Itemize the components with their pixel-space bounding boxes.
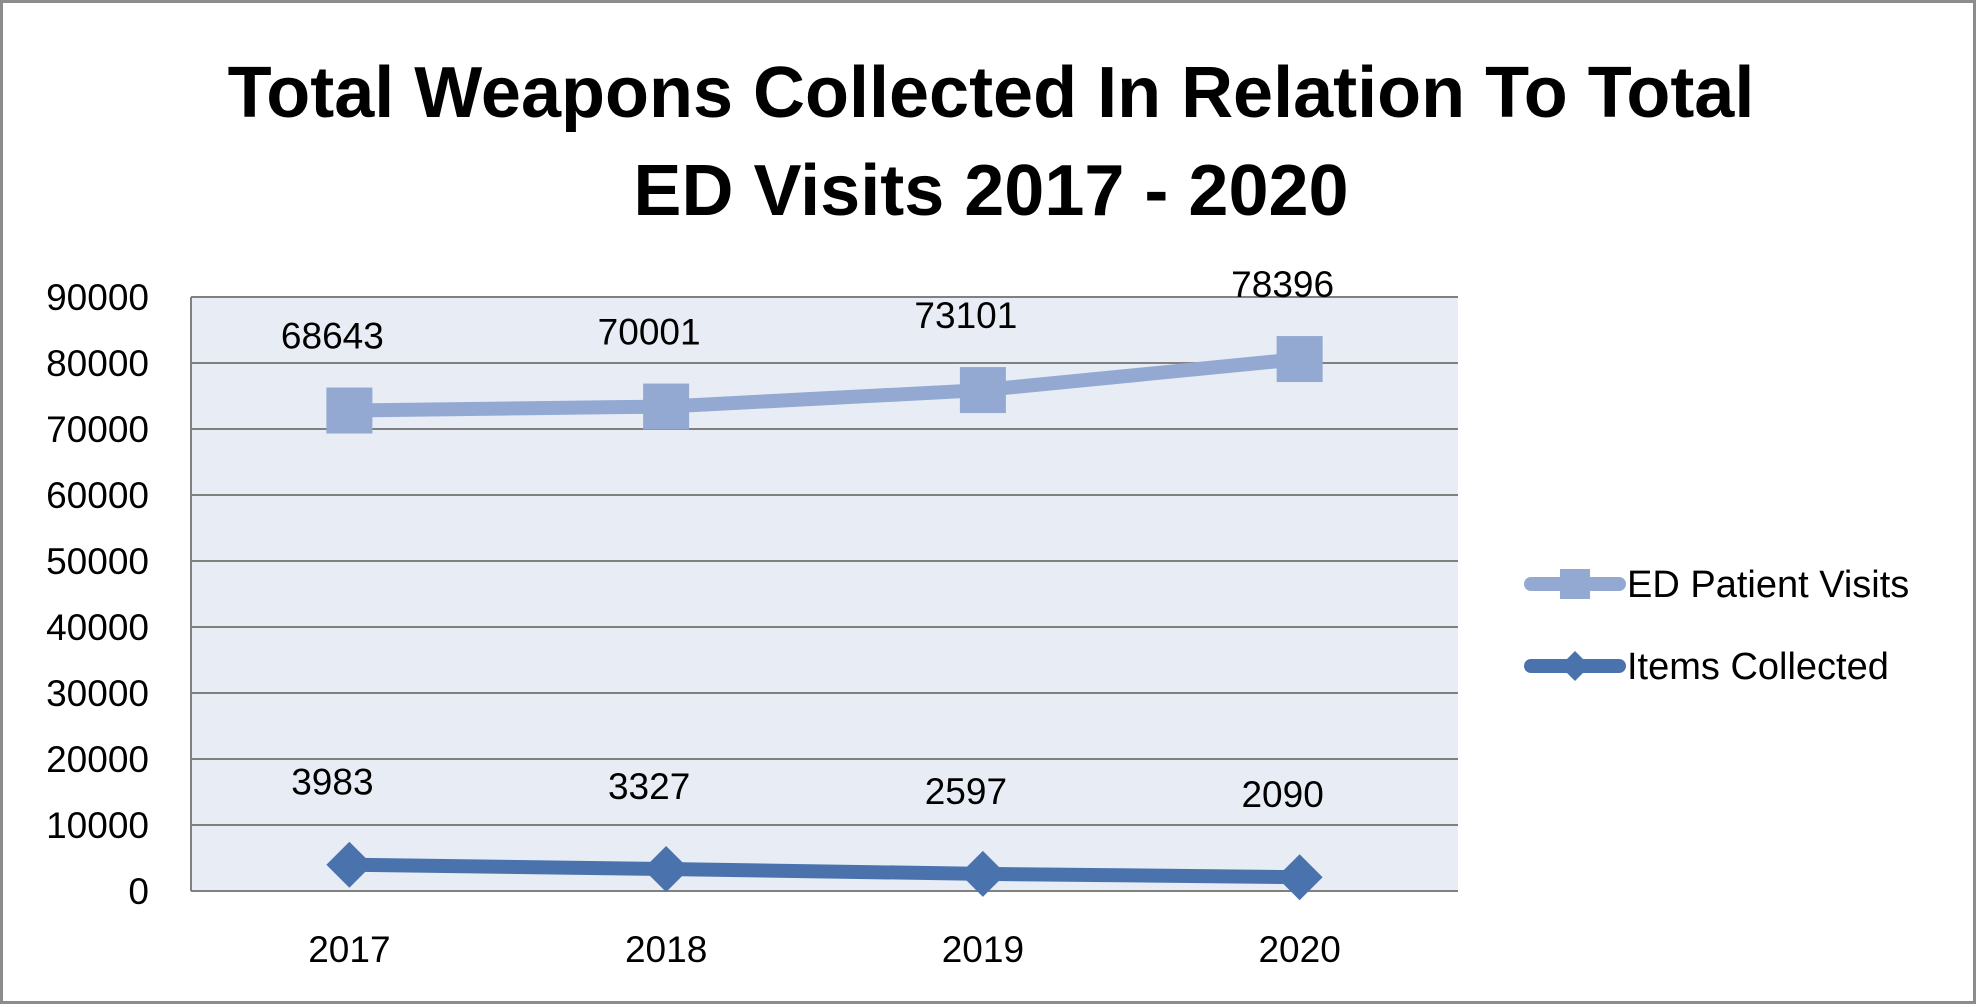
x-tick-label: 2020 <box>1258 929 1340 970</box>
data-point-marker <box>326 841 373 888</box>
data-point-marker <box>959 850 1006 897</box>
series-line <box>342 857 1307 885</box>
data-label: 2090 <box>1241 774 1323 815</box>
data-label: 68643 <box>281 316 384 357</box>
line-chart: Total Weapons Collected In Relation To T… <box>46 53 1909 970</box>
legend-marker <box>1560 569 1590 599</box>
x-axis-ticks: 2017 2018 2019 2020 <box>308 929 1341 970</box>
data-label: 3983 <box>291 762 373 803</box>
y-axis-ticks: 0 10000 20000 30000 40000 50000 60000 70000 8000… <box>46 277 149 912</box>
data-label: 70001 <box>598 312 701 353</box>
y-tick-label: 30000 <box>46 673 149 714</box>
data-label: 2597 <box>925 771 1007 812</box>
gridlines <box>191 296 1458 826</box>
legend-marker <box>1560 651 1590 681</box>
chart-title-line-1: Total Weapons Collected In Relation To T… <box>228 53 1755 133</box>
legend-label: ED Patient Visits <box>1627 564 1909 606</box>
data-point-marker <box>959 367 1006 414</box>
series-layer: 68643 70001 73101 78396 3983 3327 2597 2090 <box>281 264 1334 901</box>
data-label: 73101 <box>914 295 1017 336</box>
series-line <box>342 352 1307 418</box>
y-tick-label: 50000 <box>46 541 149 582</box>
y-tick-label: 40000 <box>46 607 149 648</box>
y-tick-label: 20000 <box>46 739 149 780</box>
x-tick-label: 2017 <box>308 929 390 970</box>
data-point-marker <box>643 383 690 430</box>
y-tick-label: 10000 <box>46 805 149 846</box>
x-tick-label: 2019 <box>942 929 1024 970</box>
x-tick-label: 2018 <box>625 929 707 970</box>
chart-title-line-2: ED Visits 2017 - 2020 <box>633 151 1348 231</box>
y-tick-label: 60000 <box>46 475 149 516</box>
data-label: 78396 <box>1231 264 1334 305</box>
data-label: 3327 <box>608 766 690 807</box>
legend-label: Items Collected <box>1627 646 1889 688</box>
y-tick-label: 70000 <box>46 409 149 450</box>
data-point-marker <box>1276 336 1323 383</box>
y-tick-label: 80000 <box>46 343 149 384</box>
y-tick-label: 90000 <box>46 277 149 318</box>
y-tick-label: 0 <box>128 871 149 912</box>
legend: ED Patient Visits Items Collected <box>1524 564 1909 688</box>
data-point-marker <box>1276 854 1323 901</box>
data-point-marker <box>326 387 373 434</box>
data-point-marker <box>643 846 690 893</box>
